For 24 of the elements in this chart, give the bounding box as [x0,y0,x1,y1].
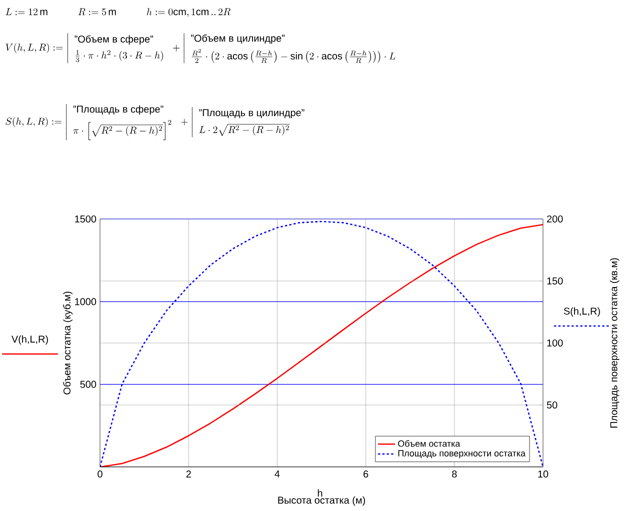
y-tick-label: 1500 [75,215,96,223]
text: S(h,L,R) [564,307,600,317]
legend-label: Объем остатка [398,440,460,447]
legend-label: Площадь поверхности остатка [398,450,526,458]
y2-tick-label: 100 [547,339,563,347]
y2-tick-label: 200 [547,215,563,223]
text: h [318,489,322,497]
y2-tick-label: 150 [547,277,563,285]
x-tick-label: 8 [452,470,457,478]
text: V(h,L,R) [12,335,48,345]
text: $S(h,L,R) := \left|\begin{array}{l}\text{"Площадь в сфере"}\\[4pt] \pi\cdot\left[\sqrt{R^{2}-(R-h)^{2}}\right]^{2}\end{array}\right. + \left|\begin{array}{l}\text{"Площадь в цилиндре"}\\[4pt] L\cdot 2\sqrt{R^{2}-(R-h)^{2}}\end{array}\right.$ [6,104,304,140]
y2-tick-label: 50 [546,401,558,409]
x-tick-label: 6 [364,470,368,478]
y-tick-label: 1000 [75,298,96,306]
y-tick-label: 500 [80,380,96,388]
text: $L := 12\,\mathrm{m} \qquad\quad R := 5\,\mathrm{m} \qquad\quad h := 0\mathrm{cm}, 1\mathrm{cm}\,..\,2R$ [6,8,230,18]
x-tick-label: 4 [274,470,280,478]
x-axis-title: Высота остатка (м) [278,496,365,506]
y2-axis-title: Площадь поверхности остатка (кв.м) [610,258,620,428]
text: $V(h,L,R) := \left|\begin{array}{l}\text{"Объем в сфере"}\\[4pt] \frac{1}{3}\cdot\pi\cdot h^{2}\cdot(3\cdot R-h)\end{array}\right. + \left|\begin{array}{l}\text{"Объем в цилиндре"}\\[4pt] \frac{R^{2}}{2}\cdot\left(2\cdot\mathrm{acos}\left(\frac{R-h}{R}\right)-\sin\left(2\cdot\mathrm{acos}\left(\frac{R-h}{R}\right)\right)\right)\cdot L\end{array}\right.$ [6,32,396,64]
x-tick-label: 10 [538,470,548,478]
y-axis-title: Объем остатка (куб.м) [63,292,72,394]
x-tick-label: 0 [98,470,102,478]
x-tick-label: 2 [186,470,191,478]
